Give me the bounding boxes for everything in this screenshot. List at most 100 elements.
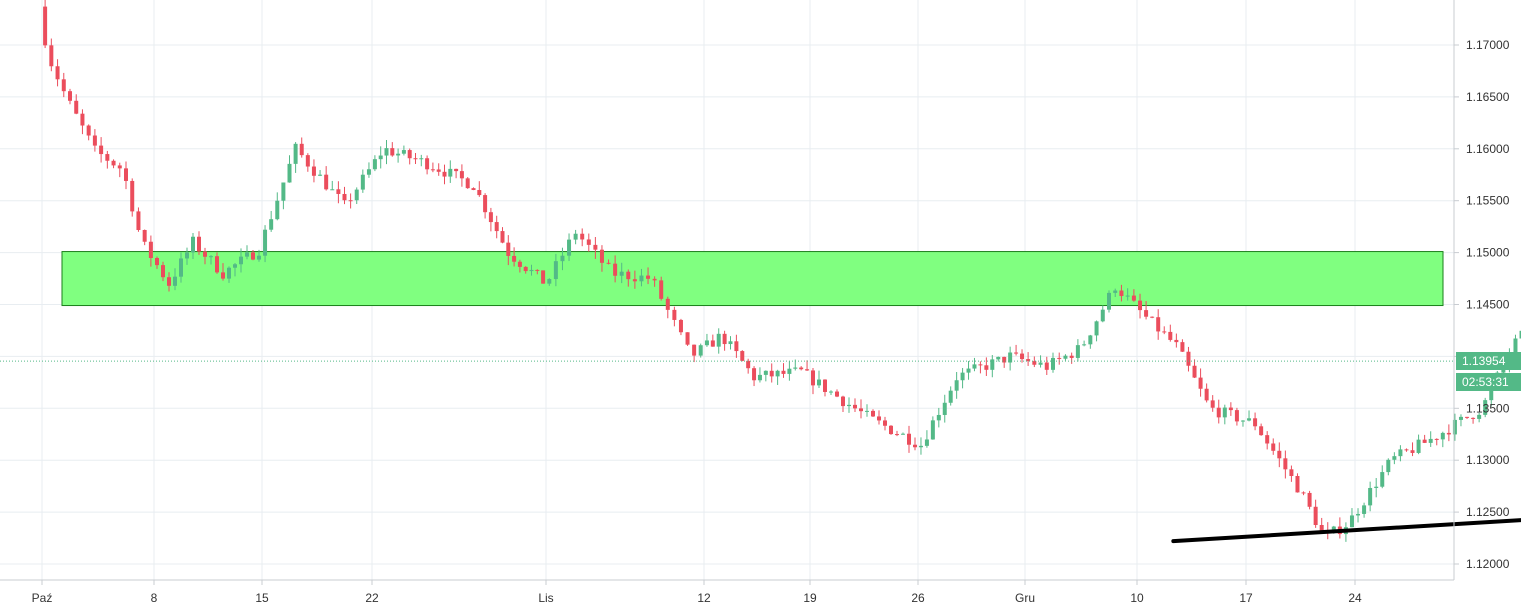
candle-body: [805, 369, 810, 371]
candle-body: [471, 188, 476, 191]
candle-body: [1349, 515, 1354, 528]
candle: [685, 332, 690, 346]
x-tick-label: 24: [1348, 591, 1362, 605]
candle: [769, 363, 774, 383]
x-tick-label: 22: [365, 591, 379, 605]
candle: [124, 161, 128, 190]
candle-body: [871, 410, 875, 417]
candle: [203, 247, 207, 265]
candle-body: [130, 180, 135, 212]
candle: [1063, 354, 1068, 361]
candle: [227, 266, 231, 283]
candle: [996, 356, 1001, 362]
candle: [287, 155, 292, 183]
candle-body: [1038, 362, 1043, 365]
candle: [465, 177, 470, 189]
candle: [413, 152, 418, 164]
candle: [1075, 339, 1080, 362]
candle: [1002, 356, 1007, 368]
candle-body: [734, 341, 739, 352]
candle: [1313, 499, 1318, 528]
candle: [142, 229, 147, 246]
candle-body: [1057, 357, 1062, 359]
candle: [1271, 438, 1276, 455]
candle-body: [1107, 292, 1111, 310]
candle: [293, 142, 298, 173]
candle-body: [1100, 309, 1105, 322]
candle: [805, 360, 810, 371]
candle-body: [179, 258, 183, 277]
candle: [92, 129, 97, 152]
candle: [847, 397, 851, 413]
x-tick-label: 8: [151, 591, 158, 605]
candle-body: [1313, 506, 1318, 526]
candle-body: [639, 275, 644, 282]
candle-body: [512, 255, 517, 262]
candle-body: [841, 396, 845, 407]
candle: [1240, 420, 1245, 427]
candle-body: [287, 163, 292, 183]
candle-body: [1247, 418, 1252, 421]
candle-body: [1234, 410, 1239, 422]
candle: [1386, 458, 1391, 476]
candle-body: [1404, 449, 1409, 451]
candle: [865, 404, 869, 417]
candle-body: [763, 370, 768, 375]
candle: [1471, 417, 1476, 424]
time-axis[interactable]: Paź 8 15 22 Lis 12 19 26 Gru 10 17 24: [32, 580, 1362, 605]
candle: [877, 410, 881, 425]
candle: [787, 361, 792, 381]
candle: [1138, 293, 1143, 319]
candle: [573, 229, 578, 245]
candle-body: [1265, 435, 1270, 444]
candle-body: [823, 379, 827, 392]
candle: [752, 366, 757, 387]
candle-body: [425, 158, 430, 170]
candle: [586, 233, 591, 252]
candle: [61, 72, 66, 98]
candle-body: [1162, 331, 1167, 333]
candle: [1277, 442, 1282, 468]
candle: [1458, 414, 1463, 427]
candle-body: [43, 6, 48, 46]
candle: [781, 363, 786, 378]
candle: [1356, 508, 1361, 523]
candle: [535, 269, 540, 275]
candle-body: [529, 269, 534, 272]
candle-body: [117, 165, 122, 169]
candle-body: [593, 244, 598, 250]
countdown-label: 02:53:31: [1462, 375, 1509, 389]
candle: [1465, 416, 1470, 420]
candle: [978, 361, 983, 374]
price-axis[interactable]: 1.17000 1.16500 1.16000 1.15500 1.15000 1.145…: [1454, 38, 1510, 571]
candle-body: [1168, 331, 1173, 340]
candle: [722, 330, 727, 351]
candle-body: [1489, 386, 1494, 401]
candle: [179, 252, 183, 283]
x-tick-label: 26: [911, 591, 925, 605]
candle-body: [698, 345, 703, 356]
support-trendline: [1171, 518, 1521, 544]
candle-body: [1307, 492, 1312, 507]
candle: [269, 210, 274, 232]
candle: [829, 390, 833, 395]
candle: [191, 233, 195, 260]
candle: [613, 255, 618, 283]
candle-body: [136, 211, 141, 231]
candle-body: [560, 255, 565, 262]
candle: [1051, 352, 1055, 373]
y-tick-label: 1.15000: [1466, 246, 1510, 260]
candle-body: [752, 368, 757, 381]
candle-body: [1192, 365, 1197, 378]
candle-body: [477, 190, 482, 196]
candle: [111, 159, 116, 169]
candle-body: [966, 368, 971, 373]
candle: [185, 247, 189, 265]
candle-body: [781, 370, 786, 374]
candle-body: [1277, 450, 1282, 459]
candle: [734, 334, 739, 358]
candle: [901, 432, 905, 435]
candle: [541, 270, 546, 284]
candle-body: [1362, 505, 1367, 514]
